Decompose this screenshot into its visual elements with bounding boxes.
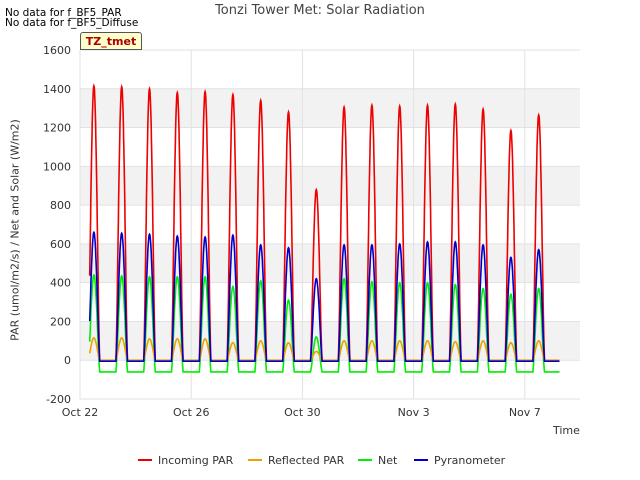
no-data-note-diffuse: No data for f_BF5_Diffuse xyxy=(5,17,139,29)
plot-band xyxy=(80,205,580,244)
plot-band xyxy=(80,166,580,206)
legend-item-net: Net xyxy=(358,454,397,467)
series-layer xyxy=(88,83,560,373)
plot-background xyxy=(80,50,580,399)
legend-label: Net xyxy=(378,454,398,467)
site-badge: TZ_tmet xyxy=(80,32,142,50)
legend-label: Incoming PAR xyxy=(158,454,234,467)
legend-swatch xyxy=(248,459,262,461)
y-tick-label: 1600 xyxy=(43,44,71,57)
y-tick-label: 400 xyxy=(50,277,71,290)
y-tick-label: -200 xyxy=(46,393,71,406)
legend-swatch xyxy=(358,459,372,461)
plot-band xyxy=(80,88,580,128)
y-tick-label: 1200 xyxy=(43,122,71,135)
series-line-net xyxy=(88,273,560,373)
y-tick-label: 200 xyxy=(50,315,71,328)
legend-item-pyr: Pyranometer xyxy=(414,454,505,467)
series-line-pyr xyxy=(88,230,560,363)
x-tick-label: Nov 3 xyxy=(398,406,430,419)
legend-label: Pyranometer xyxy=(434,454,506,467)
chart-title: Tonzi Tower Met: Solar Radiation xyxy=(215,3,425,18)
x-tick-label: Oct 22 xyxy=(62,406,99,419)
x-tick-label: Oct 26 xyxy=(173,406,210,419)
y-tick-label: 600 xyxy=(50,238,71,251)
x-axis-ticks: Oct 22 Oct 26 Oct 30 Nov 3 Nov 7 xyxy=(62,406,541,419)
y-axis-label: PAR (umol/m2/s) / Net and Solar (W/m2) xyxy=(8,119,22,341)
y-tick-label: 1000 xyxy=(43,160,71,173)
plot-band xyxy=(80,360,580,399)
plot-band xyxy=(80,50,580,89)
y-tick-label: 0 xyxy=(64,354,71,367)
x-axis-label: Time xyxy=(553,424,580,437)
legend-item-par: Incoming PAR xyxy=(138,454,233,467)
legend-swatch xyxy=(414,459,428,461)
plot-band xyxy=(80,127,580,167)
plot-band xyxy=(80,243,580,283)
y-axis-ticks: -200 0 200 400 600 800 1000 1200 1400 1600 xyxy=(43,44,71,406)
y-tick-label: 1400 xyxy=(43,83,71,96)
x-tick-label: Nov 7 xyxy=(509,406,541,419)
x-tick-label: Oct 30 xyxy=(284,406,321,419)
plot-band xyxy=(80,321,580,361)
plot-band xyxy=(80,282,580,322)
legend-swatch xyxy=(138,459,152,461)
legend-label: Reflected PAR xyxy=(268,454,345,467)
series-line-refl xyxy=(88,337,560,362)
no-data-note-par: No data for f_BF5_PAR xyxy=(5,7,122,19)
y-tick-label: 800 xyxy=(50,199,71,212)
legend-item-refl: Reflected PAR xyxy=(248,454,344,467)
legend: Incoming PAR Reflected PAR Net Pyranometer xyxy=(0,454,640,468)
